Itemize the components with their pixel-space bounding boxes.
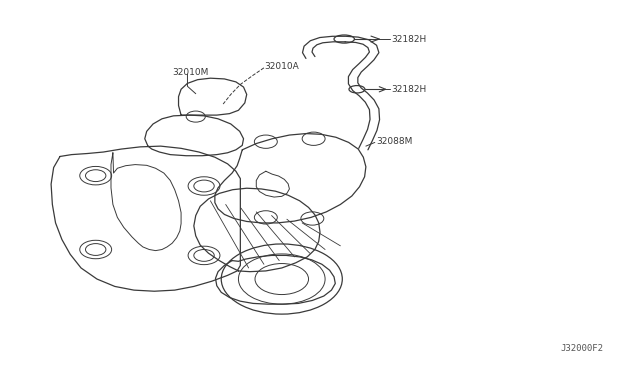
- Text: 32010A: 32010A: [264, 61, 299, 71]
- Text: 32010M: 32010M: [172, 68, 209, 77]
- Text: J32000F2: J32000F2: [561, 344, 604, 353]
- Text: 32088M: 32088M: [376, 137, 412, 146]
- Text: 32182H: 32182H: [392, 35, 427, 44]
- Text: 32182H: 32182H: [392, 85, 427, 94]
